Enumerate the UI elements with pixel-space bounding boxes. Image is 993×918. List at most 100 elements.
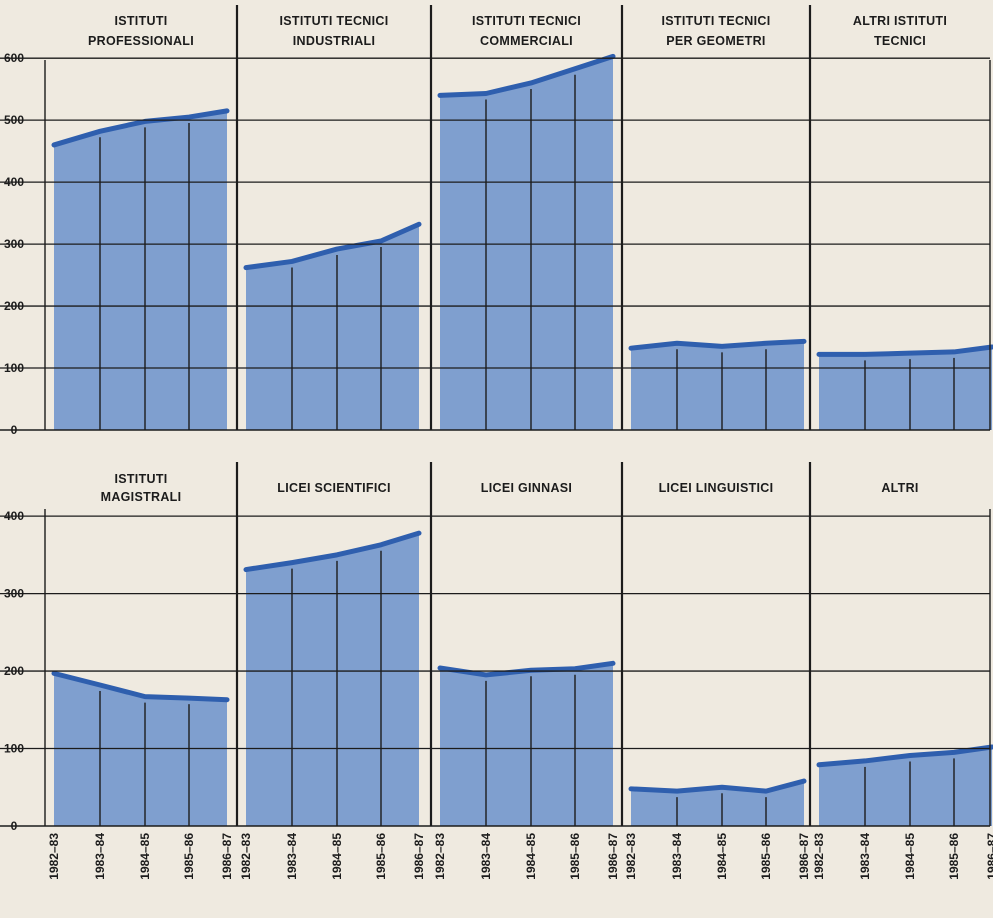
x-tick-label: 1984–85 — [903, 833, 917, 880]
x-tick-label: 1983–84 — [670, 833, 684, 880]
panel: ISTITUTI TECNICI PER GEOMETRI — [622, 5, 810, 430]
x-tick-label: 1982–83 — [239, 833, 253, 880]
x-tick-label: 1986–87 — [797, 833, 811, 880]
x-tick-label: 1985–86 — [947, 833, 961, 880]
series-area — [54, 110, 227, 431]
panel: ISTITUTI TECNICI COMMERCIALI — [431, 5, 622, 431]
data-point — [290, 259, 294, 264]
x-tick-label: 1984–85 — [715, 833, 729, 880]
x-tick-label: 1986–87 — [606, 833, 620, 880]
data-point — [438, 93, 442, 98]
x-tick-label: 1986–87 — [985, 833, 993, 880]
data-point — [379, 542, 383, 547]
data-point — [244, 567, 248, 572]
series-area — [819, 746, 992, 826]
x-tick-label: 1983–84 — [285, 833, 299, 880]
panel-title: ALTRI ISTITUTI TECNICI — [853, 14, 947, 48]
series-area — [440, 663, 613, 826]
panel: LICEI GINNASI — [431, 462, 622, 826]
panel-title: ALTRI — [881, 481, 918, 495]
data-point — [611, 661, 615, 666]
data-point — [990, 344, 993, 349]
data-point — [764, 341, 768, 346]
data-point — [802, 339, 806, 344]
data-point — [98, 129, 102, 134]
x-tick-label: 1983–84 — [479, 833, 493, 880]
panel-title: LICEI LINGUISTICI — [659, 481, 774, 495]
data-point — [863, 758, 867, 763]
x-tick-label: 1983–84 — [858, 833, 872, 880]
x-tick-label: 1986–87 — [220, 833, 234, 880]
data-point — [952, 750, 956, 755]
data-point — [675, 789, 679, 794]
x-tick-label: 1983–84 — [93, 833, 107, 880]
data-point — [952, 349, 956, 354]
data-point — [379, 238, 383, 243]
data-point — [290, 560, 294, 565]
panel: LICEI SCIENTIFICI — [237, 462, 431, 826]
data-point — [225, 108, 229, 113]
panel-title: ISTITUTI PROFESSIONALI — [88, 14, 194, 48]
data-point — [720, 344, 724, 349]
x-tick-label: 1984–85 — [138, 833, 152, 880]
data-point — [529, 80, 533, 85]
data-point — [675, 341, 679, 346]
panel-title: LICEI GINNASI — [481, 481, 572, 495]
panel: ALTRI — [810, 462, 993, 826]
panel: ISTITUTI TECNICI INDUSTRIALI — [237, 5, 431, 430]
data-point — [187, 115, 191, 120]
x-tick-label: 1982–83 — [47, 833, 61, 880]
series-area — [819, 346, 992, 430]
x-tick-label: 1982–83 — [433, 833, 447, 880]
data-point — [908, 753, 912, 758]
panel: ISTITUTI MAGISTRALI — [45, 462, 237, 826]
panel-title: ISTITUTI TECNICI INDUSTRIALI — [280, 14, 389, 48]
data-point — [244, 265, 248, 270]
x-tick-label: 1985–86 — [759, 833, 773, 880]
panel-background — [622, 462, 810, 826]
data-point — [484, 672, 488, 677]
x-tick-label: 1982–83 — [812, 833, 826, 880]
x-tick-label: 1984–85 — [330, 833, 344, 880]
panel-title: ISTITUTI MAGISTRALI — [101, 472, 182, 504]
data-point — [335, 247, 339, 252]
series-area — [54, 673, 227, 826]
data-point — [764, 789, 768, 794]
x-tick-label: 1982–83 — [624, 833, 638, 880]
x-tick-label: 1986–87 — [412, 833, 426, 880]
data-point — [335, 552, 339, 557]
panel-title: ISTITUTI TECNICI COMMERCIALI — [472, 14, 581, 48]
data-point — [484, 91, 488, 96]
data-point — [98, 683, 102, 688]
data-point — [629, 786, 633, 791]
panel: LICEI LINGUISTICI — [622, 462, 810, 826]
x-axis-labels: 1982–83 1983–84 1984–85 1985–86 1986–87 1982–… — [47, 833, 993, 880]
panel-title: LICEI SCIENTIFICI — [277, 481, 390, 495]
data-point — [573, 666, 577, 671]
data-point — [817, 762, 821, 767]
data-point — [573, 66, 577, 71]
x-tick-label: 1985–86 — [182, 833, 196, 880]
x-tick-label: 1985–86 — [374, 833, 388, 880]
panel-title: ISTITUTI TECNICI PER GEOMETRI — [662, 14, 771, 48]
data-point — [720, 785, 724, 790]
series-area — [246, 224, 419, 430]
x-tick-label: 1985–86 — [568, 833, 582, 880]
data-point — [629, 346, 633, 351]
x-tick-label: 1984–85 — [524, 833, 538, 880]
data-point — [52, 142, 56, 147]
data-point — [187, 696, 191, 701]
series-area — [631, 341, 804, 430]
series-area — [246, 533, 419, 826]
data-point — [52, 671, 56, 676]
data-point — [908, 351, 912, 356]
data-point — [438, 665, 442, 670]
data-point — [143, 694, 147, 699]
data-point — [817, 352, 821, 357]
data-point — [863, 352, 867, 357]
panel: ISTITUTI PROFESSIONALI — [45, 5, 237, 431]
panel: ALTRI ISTITUTI TECNICI — [810, 5, 993, 430]
